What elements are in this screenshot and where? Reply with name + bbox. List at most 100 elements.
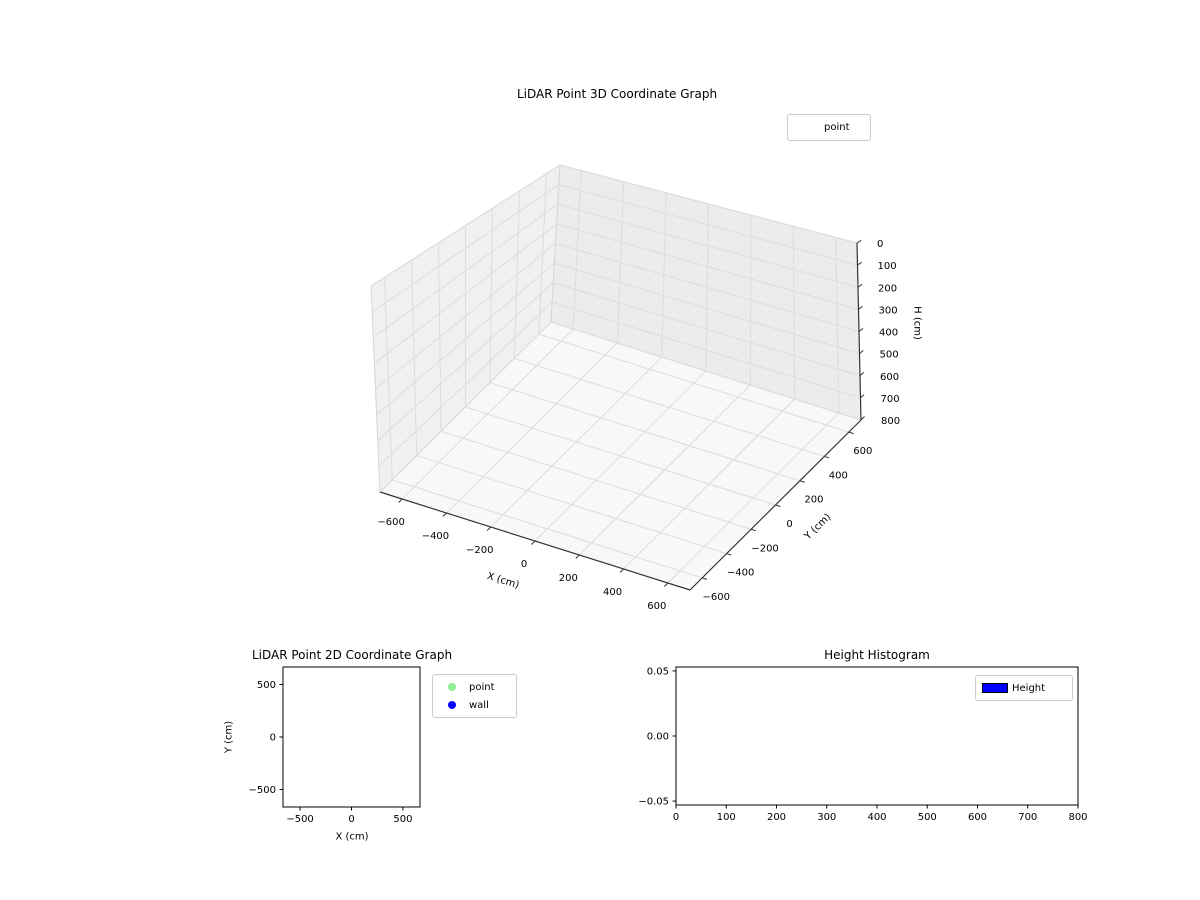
- legend-entry-height: Height: [982, 679, 1064, 697]
- hist-title: Height Histogram: [824, 648, 930, 662]
- x-tick: [398, 498, 403, 503]
- grid-z: [375, 243, 556, 390]
- y-tick-label: −200: [751, 543, 778, 554]
- x-tick: [575, 554, 580, 559]
- y-tick-label: −500: [249, 785, 276, 796]
- x-tick-label: 500: [918, 812, 937, 823]
- z-tick-label: 500: [880, 350, 899, 361]
- z-tick-label: 700: [881, 394, 900, 405]
- grid-z: [378, 302, 553, 467]
- x-tick-label: 500: [393, 814, 412, 825]
- x-tick: [442, 512, 447, 517]
- x-tick-label: 200: [767, 812, 786, 823]
- x-tick-label: 600: [647, 601, 666, 612]
- legend-label: Height: [1012, 682, 1046, 694]
- plot3d-title: LiDAR Point 3D Coordinate Graph: [516, 87, 718, 101]
- y-tick: [702, 577, 708, 580]
- z-tick-label: 200: [878, 283, 897, 294]
- grid-y: [489, 382, 801, 482]
- y-tick: [824, 455, 830, 459]
- grid-z: [553, 282, 861, 377]
- legend-label: point: [469, 681, 495, 693]
- grid-z: [558, 184, 858, 266]
- grid-y: [538, 333, 849, 433]
- y-tick-label: 600: [853, 446, 872, 457]
- z-tick: [857, 261, 862, 266]
- z-tick: [860, 416, 865, 421]
- grid-z: [370, 164, 561, 287]
- x-tick: [663, 582, 669, 587]
- x-tick-label: 0: [348, 814, 354, 825]
- z-tick-label: 400: [879, 328, 898, 339]
- plot-2d: −500 0 500 −500 0 500: [249, 666, 421, 825]
- z-tick: [858, 327, 864, 332]
- grid-z: [376, 262, 555, 416]
- x-tick-label: 100: [717, 812, 736, 823]
- grid-z: [374, 223, 557, 364]
- x-tick-label: 400: [603, 587, 622, 598]
- grid-y: [416, 455, 727, 555]
- z-tick: [858, 305, 863, 310]
- legend-entry-wall: wall: [439, 696, 508, 714]
- z-tick: [859, 372, 865, 377]
- x-tick-label: 700: [1018, 812, 1037, 823]
- y-tick-label: 200: [804, 495, 823, 506]
- plot2d-xlabel: X (cm): [335, 831, 369, 843]
- grid-z: [554, 262, 860, 355]
- y-tick: [848, 431, 854, 435]
- height-swatch-icon: [982, 683, 1008, 693]
- x-tick: [531, 540, 536, 545]
- y-tick-label: 0: [270, 733, 276, 744]
- x-tick-label: 600: [968, 812, 987, 823]
- x-tick-label: −500: [286, 814, 313, 825]
- point-marker-icon: [439, 683, 465, 691]
- grid-z: [377, 282, 554, 441]
- z-tick: [860, 394, 865, 399]
- x-tick-label: 300: [817, 812, 836, 823]
- grid-y: [440, 430, 752, 530]
- z-tick-label: 800: [881, 416, 900, 427]
- y-tick-label: 0.05: [647, 666, 669, 677]
- legend-entry-point-3d: point: [794, 118, 862, 137]
- x-tick-label: −600: [377, 517, 404, 528]
- x-tick-label: 800: [1068, 812, 1087, 823]
- legend-3d: point: [787, 114, 871, 141]
- z-tick: [859, 349, 864, 355]
- x-tick: [619, 568, 624, 573]
- y-tick-label: 0.00: [647, 732, 669, 743]
- y-tick: [775, 504, 781, 507]
- x-tick-label: −200: [466, 545, 493, 556]
- x-tick-label: 0: [673, 812, 679, 823]
- plot2d-title: LiDAR Point 2D Coordinate Graph: [251, 648, 453, 662]
- x-tick-label: 0: [521, 559, 527, 570]
- y-tick-label: 0: [786, 519, 792, 530]
- pane-back: [551, 165, 861, 420]
- y-tick-label: 400: [829, 470, 848, 481]
- grid-z: [371, 184, 560, 313]
- z-tick: [857, 283, 863, 288]
- plot3d-zlabel: H (cm): [911, 306, 923, 340]
- y-tick-label: −600: [702, 592, 729, 603]
- y-tick-label: −0.05: [638, 797, 669, 808]
- wall-marker-icon: [439, 701, 465, 709]
- axes-frame-2d: [282, 666, 421, 808]
- grid-z: [372, 203, 559, 338]
- z-tick-label: 600: [880, 372, 899, 383]
- z-tick-label: 0: [877, 239, 883, 250]
- y-tick: [726, 553, 732, 556]
- z-tick-label: 100: [878, 261, 897, 272]
- grid-y: [392, 479, 703, 579]
- z-tick: [856, 239, 862, 244]
- y-tick: [750, 528, 756, 532]
- grid-y: [465, 406, 776, 506]
- legend-label: wall: [469, 699, 489, 711]
- z-tick-label: 300: [879, 305, 898, 316]
- grid-z: [550, 321, 862, 421]
- x-tick-label: 200: [559, 573, 578, 584]
- x-tick-label: 400: [867, 812, 886, 823]
- grid-z: [555, 243, 860, 332]
- y-tick-label: 500: [257, 680, 276, 691]
- legend-label: point: [824, 122, 850, 133]
- plot-3d: −600 −400 −200 0 200 400 600 −600 −400 −200 0 200 40…: [370, 164, 900, 612]
